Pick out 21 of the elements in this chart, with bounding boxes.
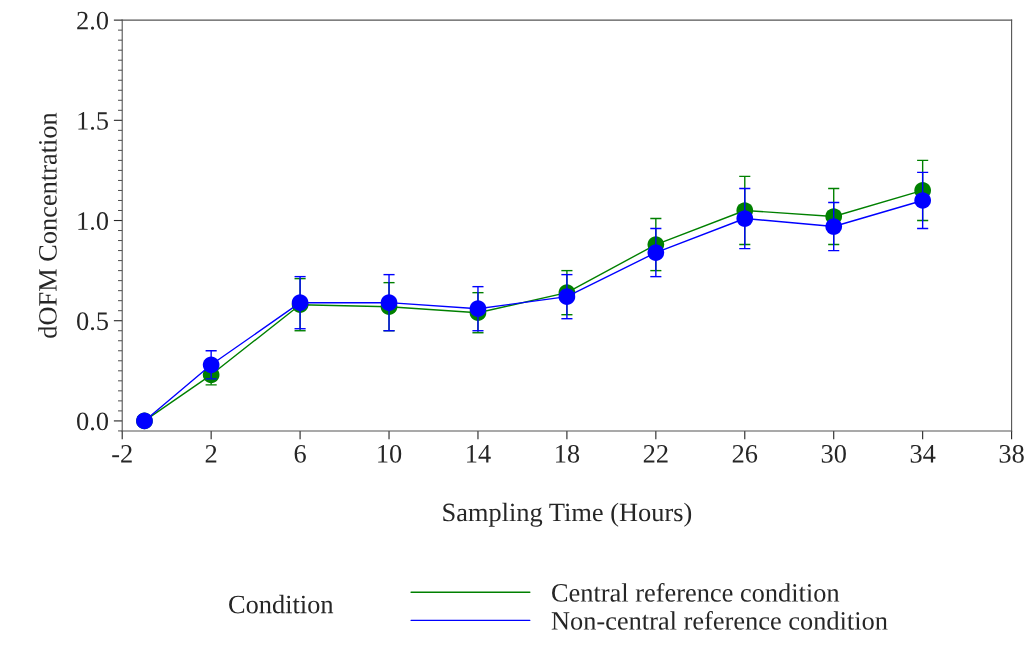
x-axis-title: Sampling Time (Hours) (443, 502, 692, 527)
y-tick-label: 1.0 (78, 212, 109, 231)
y-tick-label: 0.0 (77, 412, 109, 431)
y-axis-title: dOFM Concentration (38, 112, 57, 338)
legend-label: Non-central reference condition (551, 611, 888, 630)
x-tick-label: 2 (205, 444, 217, 463)
y-tick-label: 0.5 (77, 312, 108, 331)
x-tick-label: -2 (112, 444, 132, 463)
x-tick-label: 38 (999, 444, 1024, 463)
y-tick-label: 2.0 (77, 11, 109, 30)
x-tick-label: 22 (643, 444, 668, 463)
legend-label: Central reference condition (552, 582, 840, 602)
x-tick-label: 34 (910, 444, 936, 463)
legend-title: Condition (229, 594, 334, 614)
x-tick-label: 6 (294, 444, 306, 463)
x-tick-label: 26 (732, 444, 758, 463)
y-tick-label: 1.5 (78, 112, 108, 130)
x-tick-label: 14 (467, 445, 491, 463)
x-tick-label: 18 (556, 444, 580, 463)
x-tick-label: 30 (821, 444, 846, 463)
x-tick-label: 10 (378, 444, 402, 463)
